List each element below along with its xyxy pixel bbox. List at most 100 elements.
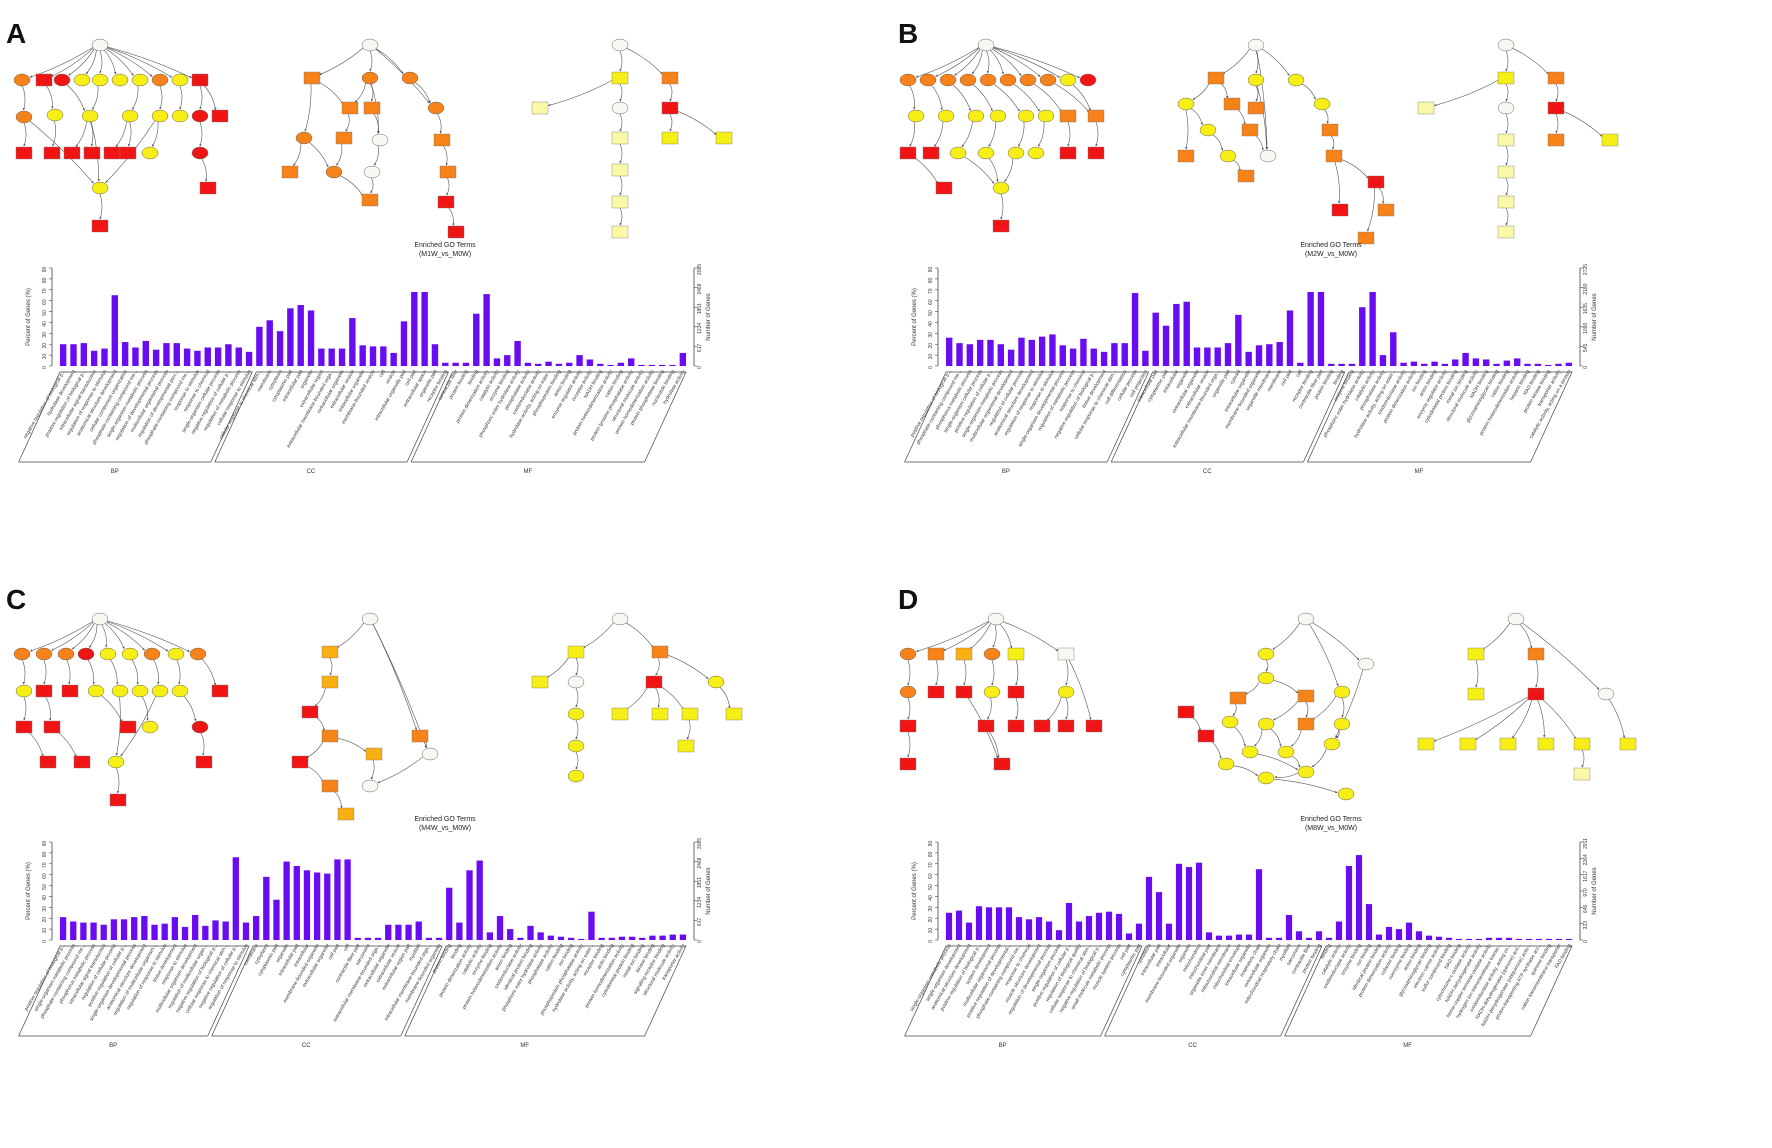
go-node: [1297, 765, 1315, 779]
y2-tick-label: 0: [697, 366, 703, 369]
go-node: [437, 195, 455, 209]
go-edge: [183, 696, 197, 722]
go-edge: [159, 85, 163, 110]
bar: [598, 937, 605, 940]
bar: [1152, 312, 1159, 366]
bar: [1065, 902, 1073, 940]
go-node: [1323, 737, 1341, 751]
go-node: [15, 110, 33, 124]
y-tick-label: 30: [928, 906, 934, 912]
bar: [1090, 348, 1097, 366]
go-edge: [909, 121, 915, 147]
bar: [1214, 347, 1221, 366]
go-network: [281, 38, 465, 239]
chart-subtitle: (M1W_vs_M0W): [419, 251, 471, 258]
bar: [555, 363, 563, 366]
y2-axis-label: Number of Genes: [1592, 867, 1598, 914]
panel-b: B Enriched GO Terms (M2W_vs_M0W) 0 10 20 30 40…: [886, 0, 1772, 574]
go-node: [1259, 149, 1277, 163]
y2-tick-label: 1635: [1583, 303, 1589, 314]
y-tick-label: 30: [42, 332, 48, 338]
go-edge: [909, 85, 916, 110]
go-edge: [132, 85, 139, 110]
bar: [1503, 360, 1511, 366]
bar: [425, 937, 433, 940]
go-edge: [1000, 193, 1004, 220]
go-edge: [669, 113, 673, 132]
bar: [152, 349, 160, 366]
go-node: [1297, 689, 1315, 703]
go-edge: [1335, 669, 1364, 738]
bar: [70, 344, 77, 366]
bar: [462, 362, 470, 366]
go-edge: [51, 47, 94, 77]
bar: [1059, 345, 1066, 366]
go-node: [121, 109, 139, 123]
go-edge: [370, 177, 374, 194]
y2-tick-label: 1851: [697, 877, 703, 888]
go-node: [1573, 767, 1591, 781]
bar: [608, 937, 615, 940]
go-node: [949, 146, 967, 160]
go-node: [567, 739, 585, 753]
bar: [1465, 938, 1473, 940]
go-edge: [686, 719, 691, 740]
go-edge: [1341, 697, 1345, 718]
go-node: [899, 719, 917, 733]
bar: [1049, 334, 1056, 366]
go-edge: [1290, 728, 1302, 747]
bar: [1455, 938, 1463, 940]
bar: [452, 362, 459, 366]
bar: [1135, 923, 1143, 940]
go-node: [13, 647, 31, 661]
go-edge: [1482, 622, 1511, 650]
go-node: [1019, 73, 1037, 87]
group-label: BP: [109, 1043, 117, 1049]
group-bracket: [1104, 945, 1323, 1037]
bar: [1125, 933, 1133, 940]
go-edge: [1068, 659, 1092, 720]
go-node: [1241, 123, 1259, 137]
bar: [287, 308, 294, 366]
go-node: [73, 73, 91, 87]
go-node: [899, 146, 917, 160]
go-node: [567, 707, 585, 721]
go-node: [899, 757, 917, 771]
go-node: [1085, 719, 1103, 733]
go-node: [1313, 97, 1331, 111]
go-node: [143, 647, 161, 661]
bar: [349, 318, 356, 366]
go-node: [411, 729, 429, 743]
bar: [1028, 339, 1035, 366]
bar: [679, 352, 687, 366]
go-node: [91, 219, 109, 233]
go-node: [531, 101, 549, 115]
bar: [576, 355, 583, 366]
go-edge: [1185, 109, 1189, 150]
y-tick-label: 60: [928, 299, 934, 305]
go-node: [1467, 647, 1485, 661]
y-tick-label: 10: [928, 928, 934, 934]
go-edge: [992, 624, 997, 648]
bar: [380, 346, 387, 366]
go-edge: [1324, 109, 1330, 124]
go-edge: [377, 756, 424, 784]
y-tick-label: 40: [928, 895, 934, 901]
y-tick-label: 90: [42, 841, 48, 847]
go-network: [13, 38, 229, 233]
bar: [90, 350, 98, 366]
go-edge: [106, 622, 145, 651]
bar: [966, 344, 974, 366]
go-node: [1337, 787, 1355, 801]
go-node: [979, 73, 997, 87]
bar: [100, 924, 107, 940]
go-edge: [1254, 729, 1263, 747]
y2-tick-label: 0: [697, 940, 703, 943]
bar: [1348, 363, 1356, 366]
y2-tick-label: 2468: [697, 283, 703, 294]
go-node: [1247, 73, 1265, 87]
go-edge: [446, 177, 450, 196]
bar: [578, 938, 585, 940]
go-node: [189, 647, 207, 661]
bar: [473, 313, 480, 366]
